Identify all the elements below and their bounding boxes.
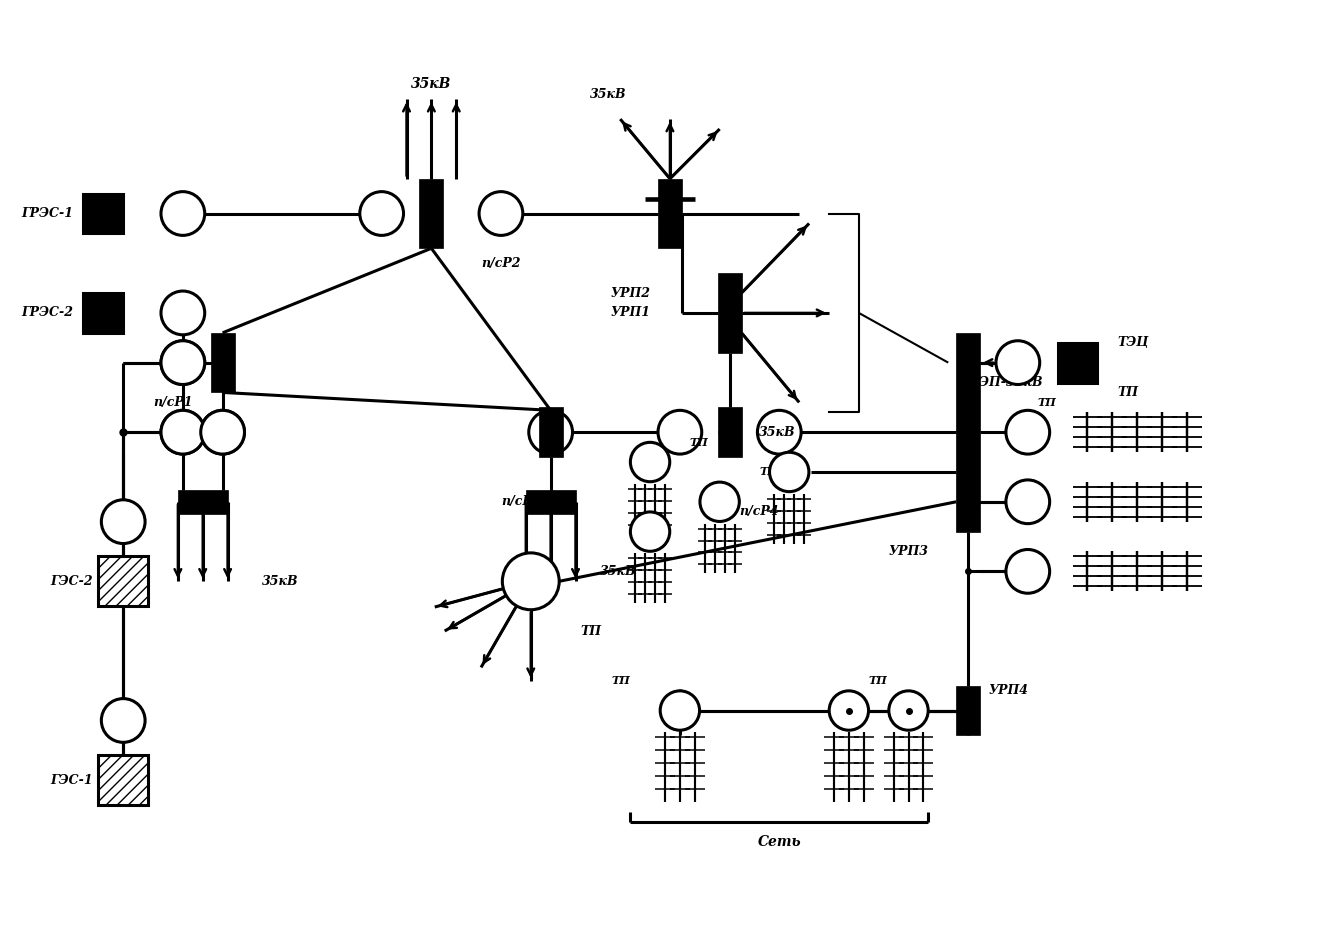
Circle shape (161, 410, 204, 454)
Text: УРП4: УРП4 (988, 684, 1028, 697)
Circle shape (829, 691, 869, 730)
Circle shape (660, 691, 700, 730)
Text: 35кВ: 35кВ (411, 77, 452, 91)
Circle shape (502, 553, 559, 610)
Circle shape (1006, 550, 1049, 594)
Text: УРП1: УРП1 (610, 307, 650, 320)
Circle shape (161, 192, 204, 236)
Circle shape (888, 691, 928, 730)
Text: ГРЭС-2: ГРЭС-2 (21, 307, 74, 320)
Text: ТЭЦ: ТЭЦ (1118, 336, 1148, 350)
Text: ТП: ТП (612, 675, 630, 686)
Text: 35кВ: 35кВ (590, 88, 627, 101)
Circle shape (161, 341, 204, 385)
Text: ТП: ТП (759, 466, 778, 477)
Bar (539, 407, 563, 457)
Bar (83, 194, 123, 233)
Bar (717, 407, 742, 457)
Text: ГЭС-1: ГЭС-1 (51, 774, 94, 787)
Text: п/сР4: п/сР4 (739, 505, 779, 518)
Circle shape (161, 291, 204, 335)
Circle shape (1006, 480, 1049, 524)
Circle shape (770, 452, 809, 492)
Circle shape (161, 341, 204, 385)
Bar (957, 333, 981, 531)
Text: п/сР3: п/сР3 (501, 495, 540, 508)
Bar (178, 490, 228, 514)
Bar (99, 755, 148, 805)
Circle shape (658, 410, 701, 454)
Circle shape (478, 192, 523, 236)
Text: УРП3: УРП3 (888, 545, 928, 558)
Text: ТП: ТП (1118, 386, 1139, 399)
Text: ТП: ТП (869, 675, 887, 686)
Bar (99, 556, 148, 606)
Bar (717, 273, 742, 352)
Text: п/сР1: п/сР1 (153, 396, 192, 409)
Text: ТП: ТП (580, 624, 601, 637)
Circle shape (200, 410, 244, 454)
Text: ЛЭП-35кВ: ЛЭП-35кВ (969, 376, 1043, 389)
Bar (83, 293, 123, 333)
Text: Сеть: Сеть (758, 835, 801, 849)
Text: ГРЭС-1: ГРЭС-1 (21, 207, 74, 220)
Text: 35кВ: 35кВ (262, 575, 299, 588)
Circle shape (1006, 410, 1049, 454)
Text: ГЭС-2: ГЭС-2 (51, 575, 94, 588)
Bar (1057, 343, 1098, 382)
Bar (658, 179, 681, 248)
Text: УРП2: УРП2 (610, 286, 650, 299)
Circle shape (101, 500, 145, 543)
Circle shape (996, 341, 1040, 385)
Bar (526, 490, 576, 514)
Circle shape (529, 410, 572, 454)
Circle shape (700, 482, 739, 522)
Text: 35кВ: 35кВ (759, 426, 796, 439)
Text: ТП: ТП (1037, 397, 1057, 408)
Text: п/сР2: п/сР2 (481, 256, 521, 269)
Bar (957, 686, 981, 735)
Text: 35кВ: 35кВ (601, 565, 637, 578)
Bar (211, 333, 235, 392)
Circle shape (360, 192, 403, 236)
Circle shape (630, 512, 670, 552)
Circle shape (630, 443, 670, 482)
Circle shape (200, 410, 244, 454)
Text: ТП: ТП (689, 437, 709, 447)
Circle shape (101, 699, 145, 743)
Bar (419, 179, 443, 248)
Circle shape (161, 410, 204, 454)
Circle shape (758, 410, 801, 454)
